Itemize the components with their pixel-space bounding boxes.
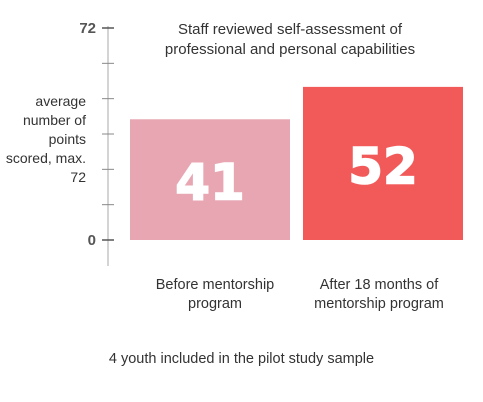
category-label-after: After 18 months of mentorship program: [314, 277, 444, 312]
bar-0: [130, 119, 290, 240]
bar-value-label: 52: [348, 137, 418, 195]
sample-note: 4 youth included in the pilot study samp…: [108, 351, 375, 367]
bar-1: [303, 86, 463, 240]
y-tick-label: 0: [88, 232, 96, 249]
y-axis-label: average number of points scored, max. 72: [5, 93, 86, 185]
chart-title: Staff reviewed self-assessment of profes…: [164, 21, 416, 58]
bar-value-label: 41: [175, 154, 245, 212]
y-tick-label: 72: [79, 20, 96, 37]
category-label-before: Before mentorship program: [155, 277, 275, 312]
